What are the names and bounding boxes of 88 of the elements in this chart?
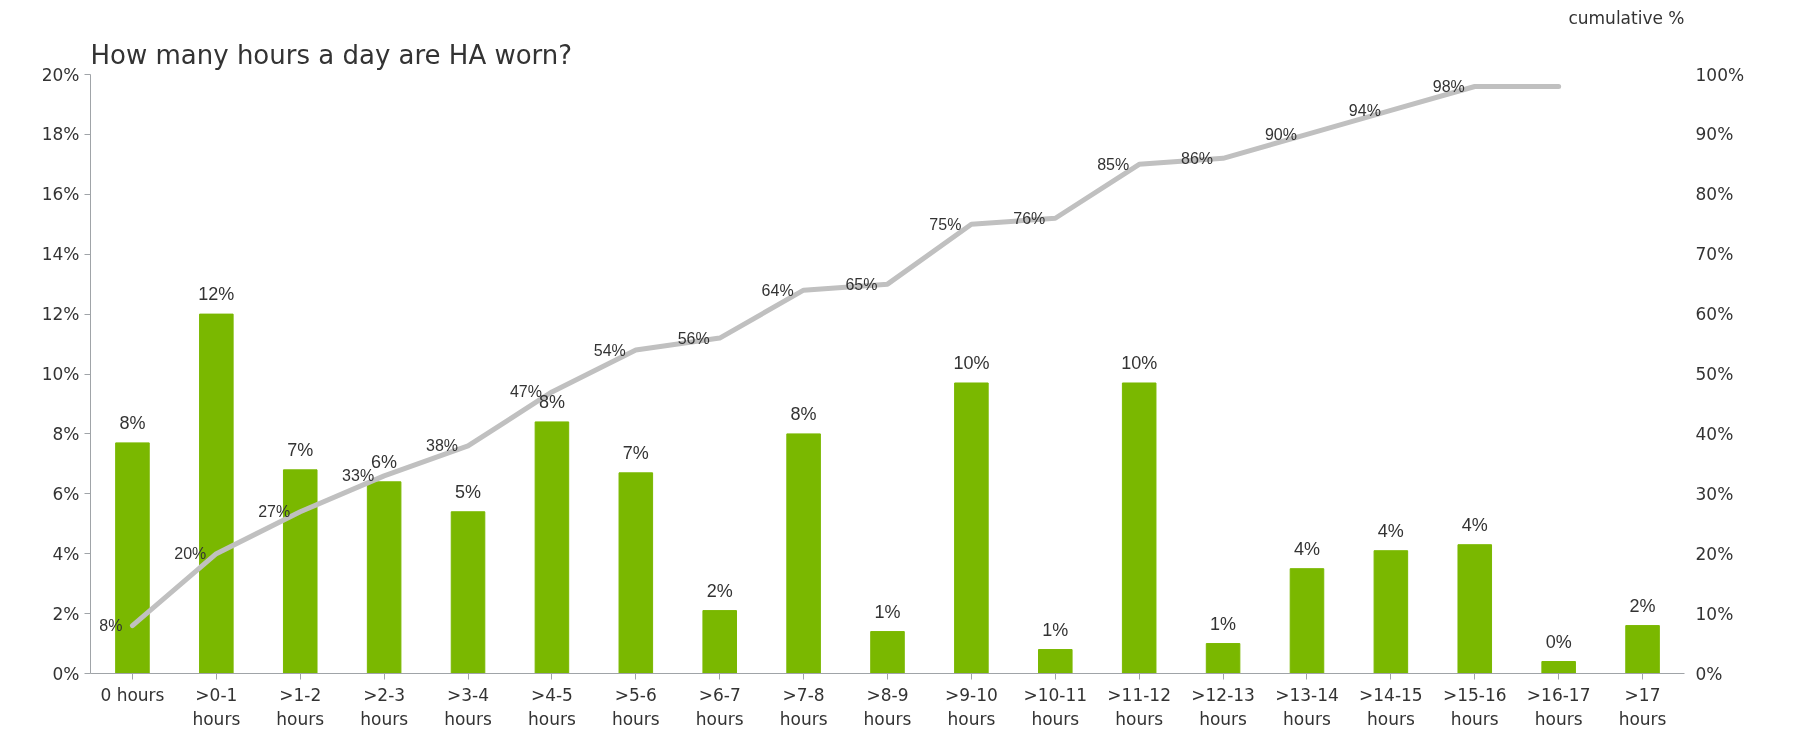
data-label: 5%: [455, 481, 482, 502]
y2-tick-label: 80%: [1695, 184, 1734, 205]
bar: [1289, 568, 1325, 674]
data-label: 4%: [1293, 538, 1320, 559]
y-tick-label: 16%: [41, 184, 80, 205]
y-tick-label: 20%: [41, 64, 80, 85]
y2-tick-label: 40%: [1695, 423, 1734, 444]
x-tick-label: >4-5 hours: [528, 684, 576, 729]
data-label: 94%: [1348, 101, 1381, 119]
data-label: 65%: [845, 275, 878, 293]
y-tick-label: 14%: [41, 244, 80, 265]
data-label: 98%: [1432, 77, 1465, 95]
y-tick-label: 18%: [41, 124, 80, 145]
x-tick-label: >8-9 hours: [863, 684, 912, 729]
data-label: 8%: [119, 412, 146, 433]
bar: [1625, 625, 1660, 674]
y2-tick-label: 30%: [1695, 483, 1734, 504]
y2-tick-label: 60%: [1695, 304, 1734, 325]
y2-tick-label: 90%: [1695, 124, 1734, 145]
x-tick-label: >7-8 hours: [779, 684, 828, 729]
data-label: 4%: [1377, 520, 1404, 541]
data-label: 10%: [1121, 352, 1158, 373]
bar: [1038, 649, 1073, 674]
x-tick-label: >2-3 hours: [360, 684, 409, 729]
data-label: 85%: [1097, 155, 1130, 173]
x-tick-label: >11-12 hours: [1107, 684, 1172, 729]
y-tick-label: 6%: [52, 483, 80, 504]
y2-tick-label: 70%: [1695, 244, 1734, 265]
data-label: 8%: [790, 403, 817, 424]
x-tick-label: >3-4 hours: [444, 684, 493, 729]
y-tick-label: 10%: [41, 364, 80, 384]
y-tick-label: 0%: [52, 663, 80, 684]
bar: [1373, 550, 1409, 674]
data-label: 10%: [953, 352, 990, 373]
data-label: 56%: [677, 329, 710, 347]
bar: [366, 481, 402, 674]
chart-title: How many hours a day are HA worn?: [90, 39, 573, 70]
y2-axis-title: cumulative %: [1568, 7, 1685, 28]
bar: [1205, 643, 1241, 674]
x-tick-label: >5-6 hours: [611, 684, 660, 729]
bar: [954, 382, 989, 674]
bar: [450, 511, 486, 674]
y2-tick-label: 20%: [1695, 543, 1734, 564]
data-label: 12%: [198, 284, 235, 305]
y2-tick-label: 100%: [1695, 64, 1745, 85]
x-tick-label: >16-17 hours: [1526, 684, 1591, 729]
bar: [870, 631, 905, 674]
data-label: 4%: [1461, 514, 1488, 535]
data-label: 7%: [287, 439, 314, 460]
x-tick-label: >12-13 hours: [1191, 684, 1255, 729]
y-tick-label: 2%: [52, 603, 80, 624]
data-label: 2%: [706, 580, 733, 601]
x-tick-label: >0-1 hours: [192, 684, 241, 729]
data-label: 2%: [1629, 595, 1656, 616]
x-tick-label: >1-2 hours: [276, 684, 325, 729]
bar: [534, 421, 570, 674]
data-label: 1%: [1210, 613, 1237, 634]
bar: [786, 433, 821, 674]
x-tick-label: >15-16 hours: [1442, 684, 1507, 729]
bar: [618, 472, 654, 674]
x-tick-label: >13-14 hours: [1275, 684, 1339, 729]
y2-tick-label: 0%: [1695, 663, 1723, 684]
x-tick-label: >17 hours: [1618, 684, 1667, 729]
bar: [702, 610, 737, 674]
data-label: 90%: [1264, 125, 1297, 143]
y-tick-label: 8%: [52, 423, 80, 444]
data-label: 1%: [874, 601, 901, 622]
y-tick-label: 12%: [41, 304, 80, 325]
bar: [1121, 382, 1157, 674]
data-label: 64%: [761, 281, 794, 299]
data-label: 86%: [1181, 149, 1214, 167]
x-tick-label: >6-7 hours: [695, 684, 744, 729]
x-tick-label: >10-11 hours: [1023, 684, 1088, 729]
y2-tick-label: 10%: [1695, 603, 1734, 624]
bar: [1541, 661, 1576, 674]
y-tick-label: 4%: [52, 543, 80, 564]
y2-tick-label: 50%: [1695, 364, 1734, 384]
data-label: 7%: [622, 442, 649, 463]
data-label: 54%: [593, 341, 626, 359]
data-label: 0%: [1545, 631, 1572, 652]
x-tick-label: >9-10 hours: [944, 684, 998, 729]
data-label: 76%: [1013, 209, 1046, 227]
data-label: 1%: [1042, 619, 1069, 640]
x-tick-label: 0 hours: [100, 684, 165, 705]
x-tick-label: >14-15 hours: [1359, 684, 1423, 729]
bar: [1457, 544, 1493, 674]
data-label: 38%: [426, 437, 459, 455]
data-label: 75%: [929, 215, 962, 233]
